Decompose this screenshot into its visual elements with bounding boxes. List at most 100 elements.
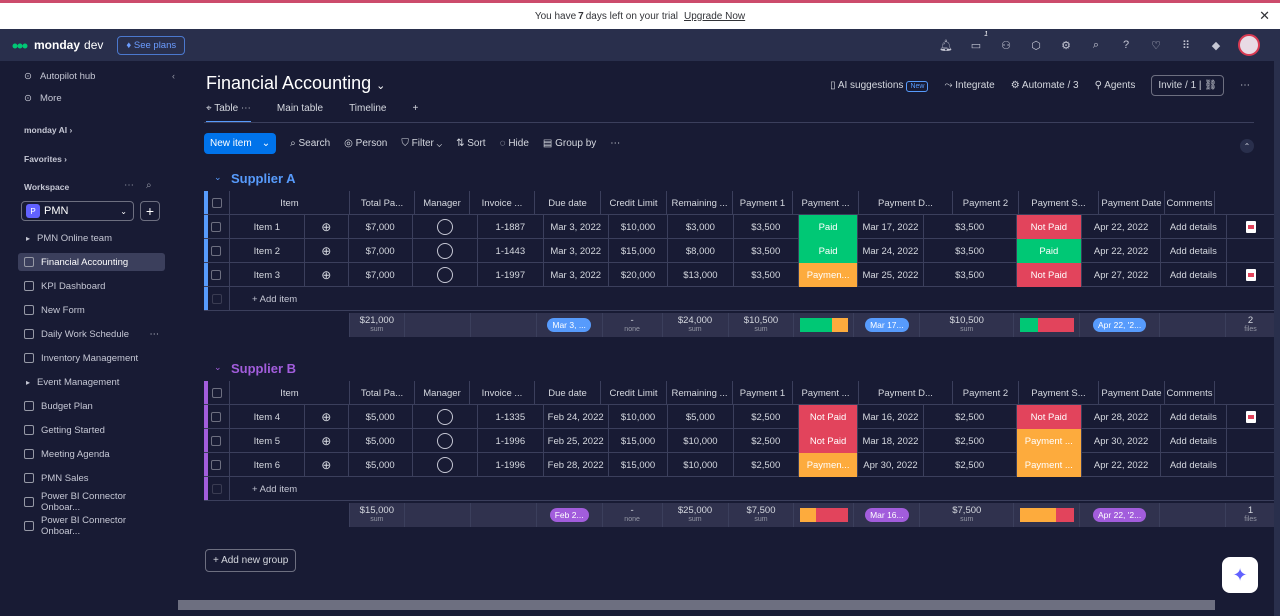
cell-invoice[interactable]: 1-1887 [478,215,544,239]
item-name[interactable]: Item 4 [230,405,305,429]
status-label[interactable]: Not Paid [1016,405,1081,429]
cell-credit[interactable]: $15,000 [609,429,669,453]
checkbox[interactable] [211,412,222,422]
sidebar-item-board[interactable]: PMN Sales [18,469,165,487]
upgrade-link[interactable]: Upgrade Now [684,10,746,22]
person-cell[interactable] [413,239,479,263]
bell-icon[interactable]: 🔔︎ [939,39,953,52]
add-new-group-button[interactable]: + Add new group [205,549,297,572]
pdf-file-icon[interactable] [1245,411,1256,423]
cell-pdate[interactable]: Apr 22, 2022 [1082,215,1162,239]
inbox-icon[interactable]: ▭ 1 [970,31,988,52]
checkbox[interactable] [211,436,222,446]
cell-comments[interactable]: Add details [1161,453,1227,477]
row-checkbox[interactable] [204,263,230,287]
logo[interactable]: monday dev [12,38,103,52]
board-title[interactable]: Financial Accounting ⌄ [206,73,386,93]
cell-pdate[interactable]: Apr 22, 2022 [1082,453,1162,477]
conversation-icon[interactable]: ⊕ [305,429,349,453]
status-label[interactable]: Not Paid [798,405,858,429]
collapse-sidebar-icon[interactable]: ‹ [172,71,175,81]
files-cell[interactable] [1227,263,1276,287]
status-label[interactable]: Paymen... [798,263,858,287]
more-icon[interactable]: ⋯ [1240,80,1250,91]
cell-total[interactable]: $7,000 [349,239,413,263]
apps-grid-icon[interactable]: ⠿ [1181,39,1191,52]
cell-due[interactable]: Mar 3, 2022 [544,215,609,239]
cell-invoice[interactable]: 1-1996 [478,429,544,453]
conversation-icon[interactable]: ⊕ [305,215,349,239]
status-label[interactable]: Payment ... [1016,453,1081,477]
conversation-icon[interactable]: ⊕ [305,453,349,477]
row-checkbox[interactable] [204,453,230,477]
favorites-section[interactable]: Favorites › [24,154,67,164]
sidebar-item-board[interactable]: Power BI Connector Onboar... [18,515,165,537]
cell-s1[interactable]: Not Paid [798,405,859,429]
see-plans-button[interactable]: ♦ See plans [117,35,186,55]
checkbox[interactable] [211,222,222,232]
conversation-icon[interactable]: ⊕ [305,405,349,429]
search-icon[interactable]: ⌕ [1092,38,1100,51]
files-cell[interactable] [1227,215,1276,239]
cell-p2[interactable]: $3,500 [924,215,1017,239]
cell-pdate[interactable]: Apr 22, 2022 [1082,239,1162,263]
cell-invoice[interactable]: 1-1443 [478,239,544,263]
cell-pd1[interactable]: Mar 16, 2022 [858,405,924,429]
cell-s2[interactable]: Payment ... [1016,453,1082,477]
checkbox[interactable] [211,198,222,208]
filter-button[interactable]: ⛉ Filter ⌄ [401,138,443,149]
cell-s1[interactable]: Not Paid [798,429,859,453]
cell-p1[interactable]: $3,500 [734,215,799,239]
cell-p1[interactable]: $2,500 [734,405,799,429]
conversation-icon[interactable]: ⊕ [305,239,349,263]
cell-pd1[interactable]: Mar 24, 2022 [858,239,924,263]
extensions-icon[interactable]: ⚙ [1061,39,1071,52]
checkbox[interactable] [211,246,222,256]
cell-p2[interactable]: $3,500 [924,263,1017,287]
cell-remaining[interactable]: $5,000 [668,405,734,429]
cell-total[interactable]: $5,000 [349,453,413,477]
more-icon[interactable]: ⋯ [149,328,160,340]
sidebar-item-board[interactable]: Getting Started [18,421,165,439]
sort-button[interactable]: ⇅ Sort [456,138,486,149]
item-name[interactable]: Item 3 [230,263,305,287]
item-name[interactable]: Item 5 [230,429,305,453]
files-cell[interactable] [1227,405,1276,429]
add-board-button[interactable]: + [140,201,160,221]
apps-icon[interactable]: ⬡ [1031,39,1041,52]
cell-comments[interactable]: Add details [1161,405,1227,429]
tab-table[interactable]: ⌖ Table ⋯ [206,103,251,123]
workspace-selector[interactable]: P PMN ⌄ [21,201,134,221]
row-checkbox[interactable] [204,239,230,263]
cell-s2[interactable]: Not Paid [1016,405,1082,429]
cell-credit[interactable]: $20,000 [609,263,669,287]
cell-remaining[interactable]: $3,000 [668,215,734,239]
status-label[interactable]: Paymen... [798,453,858,477]
sidebar-item-board[interactable]: ▸ Event Management [18,373,165,391]
ai-suggestions-button[interactable]: ▯ AI suggestions New [830,80,929,92]
add-view-button[interactable]: + [412,103,419,114]
cell-remaining[interactable]: $10,000 [668,429,734,453]
sidebar-item-board[interactable]: KPI Dashboard [18,277,165,295]
cell-comments[interactable]: Add details [1161,263,1227,287]
chevron-down-icon[interactable]: ⌄ [214,362,222,372]
cell-remaining[interactable]: $8,000 [668,239,734,263]
cell-invoice[interactable]: 1-1997 [478,263,544,287]
person-filter-button[interactable]: ◎ Person [344,138,388,149]
horizontal-scrollbar[interactable] [178,600,1215,610]
cell-credit[interactable]: $15,000 [609,453,669,477]
cell-p2[interactable]: $2,500 [924,429,1017,453]
row-checkbox[interactable] [204,215,230,239]
cell-invoice[interactable]: 1-1996 [478,453,544,477]
cell-pdate[interactable]: Apr 30, 2022 [1082,429,1162,453]
cell-pdate[interactable]: Apr 28, 2022 [1082,405,1162,429]
monday-ai-section[interactable]: monday AI › [24,125,73,135]
cell-total[interactable]: $5,000 [349,405,413,429]
cell-comments[interactable]: Add details [1161,239,1227,263]
item-name[interactable]: Item 2 [230,239,305,263]
cell-due[interactable]: Feb 28, 2022 [544,453,609,477]
files-cell[interactable] [1227,453,1276,477]
cell-total[interactable]: $5,000 [349,429,413,453]
files-cell[interactable] [1227,239,1276,263]
sidebar-item-board[interactable]: Power BI Connector Onboar... [18,491,165,513]
